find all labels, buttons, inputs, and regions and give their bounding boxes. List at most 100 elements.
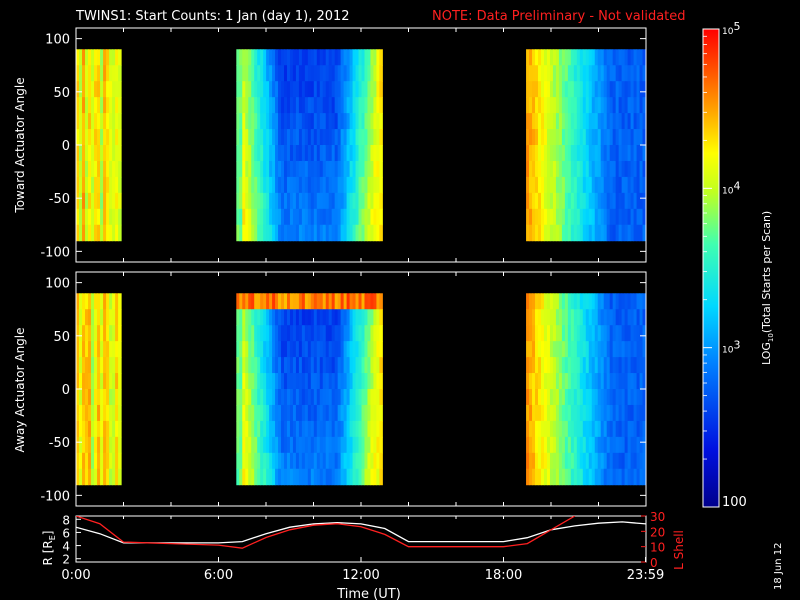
heatmap-cell [286, 404, 291, 422]
heatmap-cell [367, 420, 371, 438]
heatmap-cell [558, 436, 563, 454]
heatmap-cell [340, 113, 345, 130]
heatmap-cell [642, 404, 647, 422]
heatmap-cell [322, 468, 327, 486]
radius-axis-label: R [RE] [41, 531, 57, 566]
heatmap-cell [298, 224, 303, 242]
heatmap-cell [106, 389, 110, 406]
heatmap-cell [376, 357, 380, 374]
heatmap-cell [529, 389, 533, 406]
heatmap-cell [624, 420, 629, 438]
heatmap-cell [289, 113, 294, 130]
heatmap-cell [621, 224, 626, 242]
heatmap-cell [263, 373, 267, 390]
heatmap-cell [535, 468, 539, 486]
heatmap-cell [82, 65, 86, 82]
heatmap-cell [612, 160, 617, 178]
heatmap-cell [281, 293, 285, 310]
heatmap-cell [567, 145, 572, 162]
heatmap-cell [579, 389, 584, 406]
heatmap-cell [319, 208, 324, 226]
heatmap-cell [597, 452, 602, 470]
heatmap-cell [82, 325, 86, 342]
heatmap-cell [281, 145, 285, 162]
heatmap-cell [352, 224, 357, 242]
heatmap-cell [245, 436, 249, 454]
heatmap-cell [370, 341, 374, 358]
heatmap-cell [376, 341, 380, 358]
heatmap-cell [301, 208, 306, 226]
heatmap-cell [304, 452, 309, 470]
heatmap-cell [588, 176, 593, 194]
heatmap-cell [251, 389, 255, 406]
heatmap-cell [94, 145, 98, 162]
heatmap-cell [275, 129, 279, 146]
heatmap-cell [106, 49, 110, 66]
r-tick-label: 2 [62, 553, 70, 567]
heatmap-cell [316, 420, 321, 438]
heatmap-cell [322, 404, 327, 422]
heatmap-cell [275, 293, 279, 310]
heatmap-cell [355, 113, 360, 130]
heatmap-cell [310, 468, 315, 486]
heatmap-cell [642, 97, 647, 114]
heatmap-cell [526, 420, 530, 438]
heatmap-cell [529, 420, 533, 438]
heatmap-cell [529, 436, 533, 454]
heatmap-cell [361, 357, 365, 374]
heatmap-cell [358, 208, 363, 226]
heatmap-cell [307, 176, 312, 194]
heatmap-cell [567, 81, 572, 98]
heatmap-cell [263, 192, 267, 210]
heatmap-cell [558, 325, 563, 342]
heatmap-cell [97, 176, 101, 194]
heatmap-cell [266, 113, 270, 130]
heatmap-cell [286, 436, 291, 454]
heatmap-cell [561, 389, 566, 406]
heatmap-cell [615, 176, 620, 194]
heatmap-cell [266, 373, 270, 390]
heatmap-cell [376, 373, 380, 390]
heatmap-cell [112, 113, 116, 130]
heatmap-cell [639, 341, 644, 358]
heatmap-cell [263, 293, 267, 310]
heatmap-cell [373, 192, 377, 210]
heatmap-cell [337, 389, 342, 406]
heatmap-cell [91, 293, 95, 310]
heatmap-cell [355, 192, 360, 210]
heatmap-cell [597, 97, 602, 114]
heatmap-cell [639, 389, 644, 406]
heatmap-cell [82, 468, 86, 486]
colorbar-bottom-label: 100 [722, 495, 747, 510]
heatmap-cell [624, 192, 629, 210]
heatmap-cell [236, 81, 240, 98]
heatmap-cell [603, 129, 608, 146]
heatmap-cell [103, 420, 107, 438]
heatmap-cell [549, 176, 554, 194]
heatmap-cell [272, 436, 276, 454]
heatmap-cell [88, 309, 92, 326]
heatmap-cell [576, 49, 581, 66]
heatmap-cell [278, 373, 282, 390]
heatmap-cell [292, 373, 297, 390]
heatmap-cell [286, 192, 291, 210]
heatmap-cell [94, 309, 98, 326]
heatmap-cell [585, 160, 590, 178]
heatmap-cell [103, 81, 107, 98]
heatmap-cell [298, 129, 303, 146]
heatmap-cell [606, 341, 611, 358]
heatmap-cell [555, 81, 560, 98]
heatmap-cell [630, 373, 635, 390]
heatmap-cell [289, 293, 294, 310]
heatmap-cell [621, 468, 626, 486]
heatmap-cell [538, 389, 542, 406]
colorbar-title-sub: 10 [767, 333, 775, 342]
heatmap-cell [627, 389, 632, 406]
heatmap-cell [594, 373, 599, 390]
heatmap-cell [115, 176, 119, 194]
heatmap-cell [376, 468, 380, 486]
heatmap-cell [594, 208, 599, 226]
heatmap-cell [600, 452, 605, 470]
heatmap-cell [325, 176, 330, 194]
heatmap-cell [260, 341, 264, 358]
